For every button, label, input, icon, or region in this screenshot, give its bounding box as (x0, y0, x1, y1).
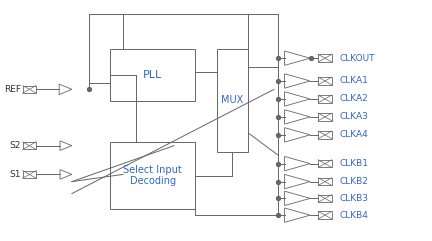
Polygon shape (60, 141, 72, 150)
Bar (318, 131, 332, 139)
Bar (318, 211, 332, 219)
Polygon shape (285, 74, 310, 88)
Bar (22, 86, 36, 93)
Text: S1: S1 (10, 170, 21, 179)
Text: CLKB3: CLKB3 (340, 194, 369, 203)
Bar (318, 160, 332, 167)
Bar (318, 77, 332, 85)
Bar (318, 178, 332, 185)
Text: CLKB4: CLKB4 (340, 211, 369, 220)
Bar (216, 49, 248, 152)
Polygon shape (285, 128, 310, 142)
Bar (318, 113, 332, 121)
Text: CLKB1: CLKB1 (340, 159, 369, 168)
Text: PLL: PLL (143, 70, 162, 80)
Polygon shape (285, 156, 310, 171)
Polygon shape (60, 170, 72, 179)
Polygon shape (285, 208, 310, 222)
Text: CLKA1: CLKA1 (340, 76, 369, 86)
Polygon shape (285, 51, 310, 65)
Text: S2: S2 (10, 141, 21, 150)
Polygon shape (285, 92, 310, 106)
Bar (110, 142, 195, 209)
Text: CLKA4: CLKA4 (340, 130, 368, 139)
Bar (22, 142, 36, 149)
Text: Select Input
Decoding: Select Input Decoding (124, 165, 182, 186)
Bar (318, 95, 332, 103)
Bar (318, 194, 332, 202)
Bar (318, 54, 332, 62)
Text: REF: REF (4, 85, 21, 94)
Text: CLKA3: CLKA3 (340, 112, 369, 121)
Text: CLKOUT: CLKOUT (340, 54, 375, 63)
Text: CLKA2: CLKA2 (340, 94, 368, 103)
Polygon shape (285, 174, 310, 189)
Polygon shape (285, 191, 310, 206)
Polygon shape (285, 110, 310, 124)
Bar (110, 49, 195, 101)
Text: MUX: MUX (221, 95, 244, 105)
Text: CLKB2: CLKB2 (340, 177, 369, 186)
Bar (22, 171, 36, 178)
Polygon shape (59, 84, 72, 95)
